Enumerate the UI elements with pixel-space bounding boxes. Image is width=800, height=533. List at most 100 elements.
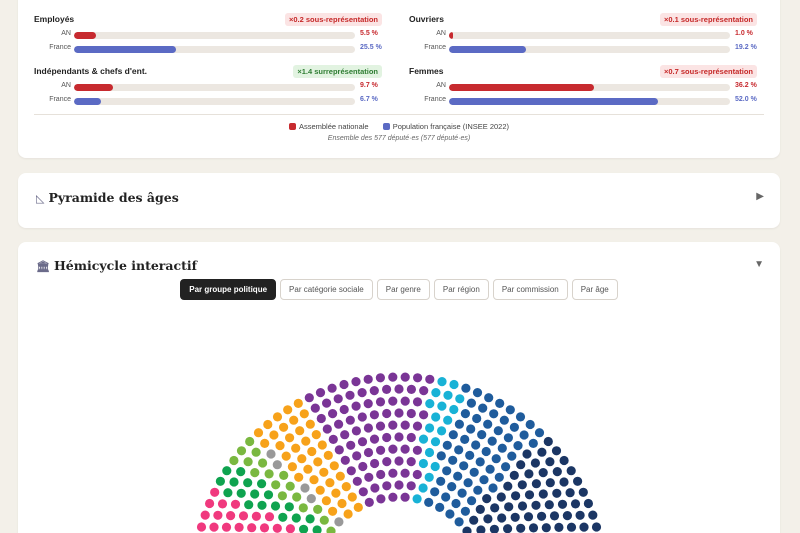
seat[interactable]	[260, 438, 270, 448]
seat[interactable]	[511, 491, 521, 501]
seat[interactable]	[406, 432, 416, 443]
seat[interactable]	[328, 434, 338, 444]
seat[interactable]	[329, 461, 339, 471]
seat[interactable]	[321, 496, 331, 506]
seat[interactable]	[334, 445, 344, 455]
seat[interactable]	[445, 509, 455, 519]
seat[interactable]	[522, 449, 532, 459]
seat[interactable]	[418, 458, 428, 469]
seat[interactable]	[334, 517, 344, 527]
seat[interactable]	[253, 428, 264, 438]
seat[interactable]	[591, 522, 602, 532]
seat[interactable]	[345, 415, 355, 425]
seat[interactable]	[382, 481, 392, 491]
seat[interactable]	[457, 488, 467, 498]
seat[interactable]	[579, 522, 589, 532]
seat[interactable]	[501, 462, 511, 472]
seat[interactable]	[263, 419, 273, 430]
seat[interactable]	[588, 510, 598, 520]
seat[interactable]	[376, 494, 386, 504]
seat[interactable]	[565, 488, 575, 498]
seat[interactable]	[394, 480, 404, 490]
seat[interactable]	[583, 498, 594, 509]
seat[interactable]	[469, 515, 479, 525]
seat[interactable]	[315, 388, 326, 398]
seat[interactable]	[400, 396, 410, 406]
seat[interactable]	[493, 426, 503, 436]
seat[interactable]	[272, 460, 282, 470]
seat[interactable]	[562, 511, 573, 521]
seat[interactable]	[236, 446, 247, 456]
seat[interactable]	[430, 437, 441, 447]
seat[interactable]	[363, 399, 373, 409]
seat[interactable]	[358, 487, 368, 497]
seat[interactable]	[357, 437, 368, 447]
seat[interactable]	[257, 479, 267, 489]
seat[interactable]	[544, 500, 554, 510]
seat[interactable]	[516, 523, 526, 533]
seat[interactable]	[400, 372, 410, 382]
seat[interactable]	[272, 412, 283, 422]
seat[interactable]	[425, 399, 435, 409]
seat[interactable]	[319, 515, 329, 525]
seat[interactable]	[448, 455, 458, 465]
seat[interactable]	[298, 503, 308, 513]
seat[interactable]	[306, 494, 316, 504]
seat[interactable]	[488, 483, 498, 493]
seat[interactable]	[505, 405, 515, 415]
seat[interactable]	[552, 488, 562, 498]
seat[interactable]	[297, 454, 307, 464]
seat[interactable]	[531, 500, 541, 510]
seat[interactable]	[400, 420, 410, 430]
seat[interactable]	[263, 490, 274, 500]
seat[interactable]	[497, 443, 507, 453]
seat[interactable]	[495, 398, 505, 408]
seat[interactable]	[475, 504, 485, 514]
seat[interactable]	[278, 512, 288, 522]
seat[interactable]	[475, 457, 485, 467]
seat[interactable]	[327, 383, 337, 393]
seat[interactable]	[370, 483, 380, 493]
seat[interactable]	[469, 467, 479, 477]
seat[interactable]	[258, 458, 268, 468]
seat[interactable]	[538, 468, 548, 478]
hemicycle-title[interactable]: 🏛 Hémicycle interactif	[36, 258, 197, 273]
seat[interactable]	[394, 408, 404, 418]
seat[interactable]	[467, 496, 477, 506]
seat[interactable]	[269, 430, 279, 440]
seat[interactable]	[285, 481, 295, 491]
seat[interactable]	[283, 405, 293, 415]
seat[interactable]	[437, 401, 447, 411]
seat[interactable]	[257, 500, 267, 510]
seat[interactable]	[478, 403, 488, 413]
seat[interactable]	[196, 522, 207, 532]
seat[interactable]	[465, 450, 475, 460]
seat[interactable]	[449, 379, 459, 390]
seat[interactable]	[447, 482, 457, 492]
seat[interactable]	[449, 404, 459, 415]
collapse-arrow-icon[interactable]: ▼	[754, 259, 764, 270]
seat[interactable]	[353, 502, 363, 512]
seat[interactable]	[236, 488, 246, 498]
seat[interactable]	[412, 469, 422, 480]
seat[interactable]	[471, 440, 481, 450]
seat[interactable]	[466, 398, 476, 408]
seat[interactable]	[200, 510, 210, 520]
seat[interactable]	[442, 440, 452, 450]
seat[interactable]	[388, 444, 398, 454]
seat[interactable]	[394, 432, 404, 442]
seat[interactable]	[497, 513, 507, 523]
seat[interactable]	[543, 436, 553, 447]
seat[interactable]	[476, 525, 486, 533]
seat[interactable]	[334, 419, 344, 429]
seat[interactable]	[448, 430, 458, 440]
seat[interactable]	[305, 419, 315, 429]
seat[interactable]	[251, 447, 261, 457]
seat[interactable]	[245, 436, 255, 447]
seat[interactable]	[513, 441, 523, 451]
seat[interactable]	[299, 409, 309, 419]
seat[interactable]	[234, 522, 244, 532]
seat[interactable]	[319, 467, 329, 477]
seat[interactable]	[346, 440, 356, 450]
seat[interactable]	[343, 509, 353, 519]
